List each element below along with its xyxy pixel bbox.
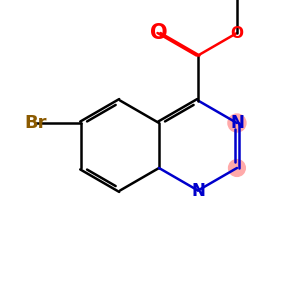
Text: Br: Br [25,114,47,132]
Circle shape [229,160,245,176]
Text: O: O [230,26,243,40]
Text: N: N [191,182,205,200]
Text: N: N [230,114,244,132]
Circle shape [228,114,246,132]
Text: O: O [150,23,168,43]
